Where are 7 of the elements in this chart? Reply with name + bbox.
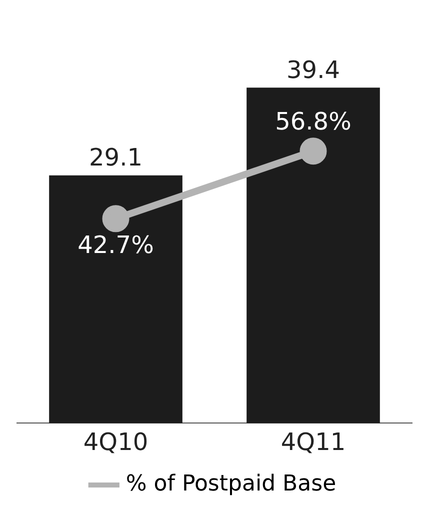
legend-label: % of Postpaid Base	[126, 472, 336, 497]
x-tick-label: 4Q11	[280, 428, 346, 456]
data-label: 42.7%	[78, 230, 154, 259]
x-tick-label: 4Q10	[83, 428, 148, 456]
data-label: 56.8%	[275, 107, 352, 136]
data-label: 29.1	[89, 144, 142, 172]
data-label: 39.4	[286, 56, 340, 84]
